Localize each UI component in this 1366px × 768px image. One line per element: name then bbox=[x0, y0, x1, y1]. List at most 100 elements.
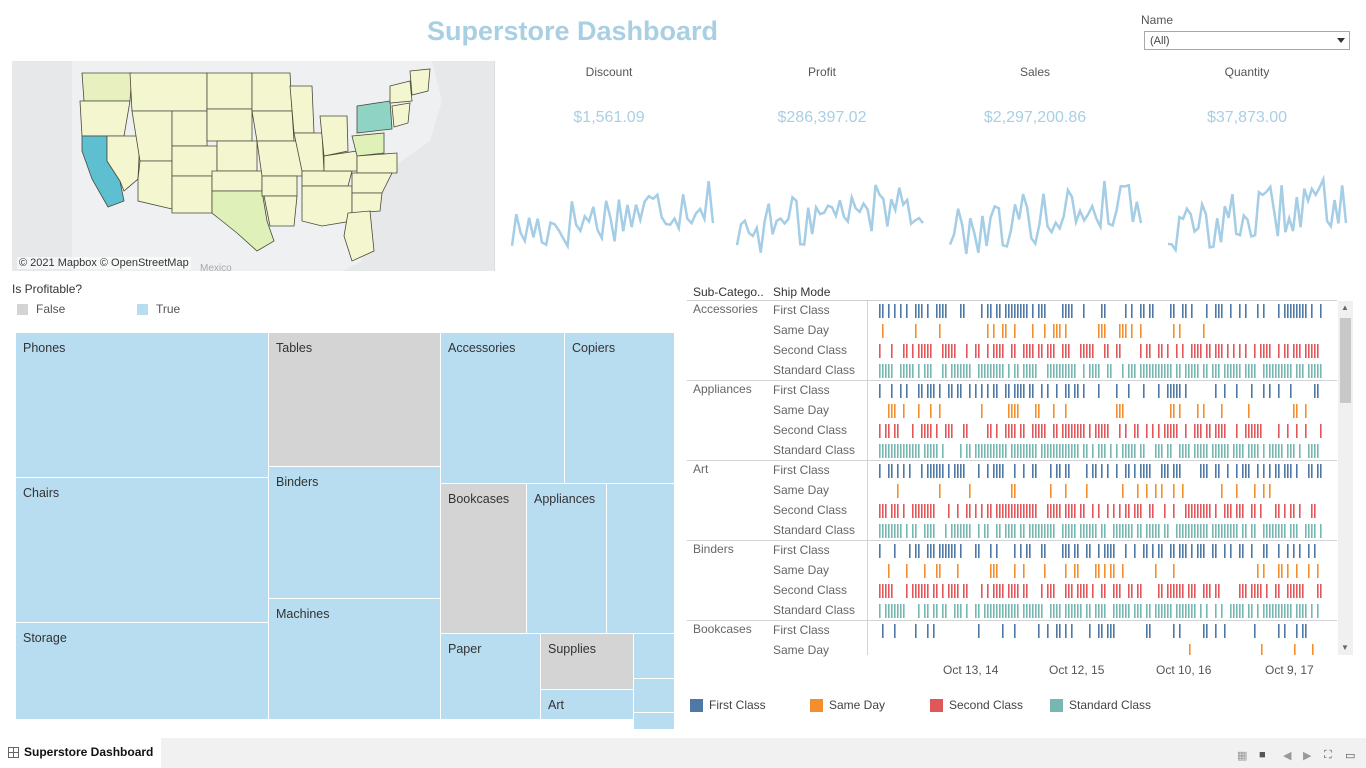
ship-mark bbox=[948, 344, 950, 358]
ship-mark bbox=[906, 364, 908, 378]
treemap-tile-art[interactable]: Art bbox=[541, 690, 634, 720]
treemap-tile-unlabeled[interactable] bbox=[634, 679, 675, 713]
ship-mark bbox=[1161, 364, 1163, 378]
ship-mark bbox=[1305, 344, 1307, 358]
ship-mark bbox=[1116, 384, 1118, 398]
ship-mark bbox=[1185, 304, 1187, 318]
ship-mark bbox=[1059, 324, 1061, 338]
legend-item-same-day[interactable]: Same Day bbox=[810, 698, 885, 712]
legend-item-standard-class[interactable]: Standard Class bbox=[1050, 698, 1151, 712]
ship-mark bbox=[1083, 584, 1085, 598]
sparkline-sales[interactable] bbox=[948, 165, 1143, 270]
ship-mark bbox=[1020, 504, 1022, 518]
ship-mark bbox=[1200, 544, 1202, 558]
tile-label: Supplies bbox=[548, 642, 596, 656]
ship-mark bbox=[1128, 364, 1130, 378]
ship-mark bbox=[966, 604, 968, 618]
legend-item-true[interactable]: True bbox=[137, 302, 180, 316]
column-header-ship-mode[interactable]: Ship Mode bbox=[773, 285, 831, 299]
ship-mark bbox=[990, 564, 992, 578]
ship-mark bbox=[1011, 504, 1013, 518]
dashboard-sheet-tab[interactable]: Superstore Dashboard bbox=[0, 738, 161, 768]
ship-mark bbox=[1146, 344, 1148, 358]
ship-mark bbox=[966, 504, 968, 518]
treemap-tile-chairs[interactable]: Chairs bbox=[16, 478, 269, 623]
ship-mark bbox=[1293, 344, 1295, 358]
state-shape bbox=[256, 140, 303, 177]
treemap-tile-copiers[interactable]: Copiers bbox=[565, 333, 675, 484]
ship-mark bbox=[1035, 524, 1037, 538]
treemap-tile-paper[interactable]: Paper bbox=[441, 634, 541, 720]
treemap-tile-supplies[interactable]: Supplies bbox=[541, 634, 634, 690]
ship-mark bbox=[960, 364, 962, 378]
ship-mark bbox=[1311, 504, 1313, 518]
ship-mark bbox=[1047, 364, 1049, 378]
ship-mark bbox=[957, 564, 959, 578]
treemap-tile-appliances[interactable]: Appliances bbox=[527, 484, 607, 634]
treemap-tile-tables[interactable]: Tables bbox=[269, 333, 441, 467]
legend-label: First Class bbox=[709, 698, 766, 712]
ship-mark bbox=[1233, 344, 1235, 358]
fit-screen-icon[interactable]: ⛶ bbox=[1324, 749, 1332, 761]
ship-mark bbox=[1167, 604, 1169, 618]
ship-mark bbox=[1071, 604, 1073, 618]
us-state-map[interactable] bbox=[12, 61, 495, 271]
treemap-tile-unlabeled[interactable] bbox=[634, 634, 675, 679]
ship-mark bbox=[1194, 604, 1196, 618]
presentation-icon[interactable]: ▭ bbox=[1345, 750, 1356, 762]
treemap-tile-bookcases[interactable]: Bookcases bbox=[441, 484, 527, 634]
name-filter-dropdown[interactable]: (All) bbox=[1144, 31, 1350, 50]
ship-mark bbox=[963, 524, 965, 538]
legend-item-false[interactable]: False bbox=[17, 302, 65, 316]
previous-sheet-icon[interactable]: ◀ bbox=[1283, 750, 1292, 762]
treemap-tile-machines[interactable]: Machines bbox=[269, 599, 441, 720]
ship-mark bbox=[933, 604, 935, 618]
ship-mark bbox=[1062, 524, 1064, 538]
ship-mark bbox=[999, 524, 1001, 538]
ship-mark bbox=[1287, 364, 1289, 378]
ship-mark bbox=[1068, 364, 1070, 378]
next-sheet-icon[interactable]: ▶ bbox=[1303, 750, 1312, 762]
ship-mark bbox=[1032, 424, 1034, 438]
ship-mark bbox=[1128, 464, 1130, 478]
ship-mark bbox=[1056, 444, 1058, 458]
ship-mark bbox=[906, 584, 908, 598]
ship-mark bbox=[1170, 584, 1172, 598]
vertical-scrollbar[interactable]: ▲ ▼ bbox=[1338, 301, 1353, 655]
ship-mark bbox=[1113, 524, 1115, 538]
scrollbar-thumb[interactable] bbox=[1340, 318, 1351, 403]
ship-mark bbox=[1173, 324, 1175, 338]
scroll-up-icon[interactable]: ▲ bbox=[1341, 303, 1349, 312]
ship-mark bbox=[1221, 444, 1223, 458]
ship-mark bbox=[1074, 504, 1076, 518]
ship-mark bbox=[1032, 324, 1034, 338]
ship-mark bbox=[1176, 524, 1178, 538]
treemap-tile-accessories[interactable]: Accessories bbox=[441, 333, 565, 484]
ship-mark bbox=[1317, 464, 1319, 478]
legend-item-second-class[interactable]: Second Class bbox=[930, 698, 1023, 712]
filmstrip-icon[interactable]: ▦ bbox=[1237, 750, 1248, 762]
treemap-tile-storage[interactable]: Storage bbox=[16, 623, 269, 720]
ship-mark bbox=[1143, 364, 1145, 378]
ship-mark bbox=[969, 364, 971, 378]
sparkline-profit[interactable] bbox=[735, 165, 925, 270]
sparkline-quantity[interactable] bbox=[1166, 165, 1348, 270]
ship-mark bbox=[921, 464, 923, 478]
treemap-tile-binders[interactable]: Binders bbox=[269, 467, 441, 599]
ship-mark bbox=[1041, 424, 1043, 438]
sparkline-discount[interactable] bbox=[510, 165, 715, 270]
axis-tick-label: Oct 10, 16 bbox=[1156, 663, 1212, 677]
treemap-tile-unlabeled[interactable] bbox=[607, 484, 675, 634]
column-header-subcategory[interactable]: Sub-Catego.. bbox=[693, 285, 764, 299]
category-divider bbox=[687, 380, 1337, 381]
grid-view-icon[interactable]: ■ bbox=[1259, 749, 1266, 761]
ship-mark bbox=[1290, 604, 1292, 618]
treemap-tile-phones[interactable]: Phones bbox=[16, 333, 269, 478]
barcode-marks[interactable] bbox=[877, 301, 1337, 655]
ship-mark bbox=[1014, 404, 1016, 418]
treemap-tile-unlabeled[interactable] bbox=[634, 713, 675, 730]
ship-mark bbox=[1137, 484, 1139, 498]
scroll-down-icon[interactable]: ▼ bbox=[1341, 643, 1349, 652]
legend-item-first-class[interactable]: First Class bbox=[690, 698, 766, 712]
ship-mark bbox=[1002, 504, 1004, 518]
